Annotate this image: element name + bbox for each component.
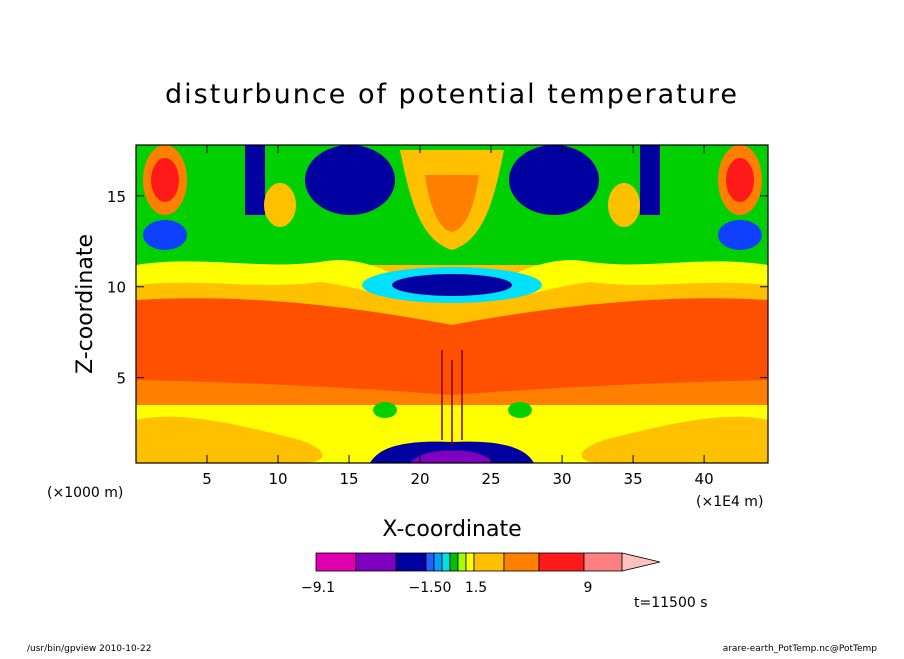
footer-left: /usr/bin/gpview 2010-10-22 bbox=[27, 644, 151, 654]
cold-column-right bbox=[640, 145, 660, 215]
colorbar-label: −1.50 bbox=[409, 580, 452, 596]
y-tick-label: 15 bbox=[107, 188, 126, 206]
plot-area bbox=[135, 144, 769, 464]
x-tick-label: 10 bbox=[268, 470, 287, 488]
green-blob-left bbox=[373, 402, 397, 418]
edge-warm-left-core bbox=[151, 158, 179, 202]
edge-cold-left bbox=[143, 220, 187, 250]
colorbar-labels: −9.1 −1.50 1.5 9 bbox=[301, 580, 592, 596]
edge-cold-right bbox=[718, 220, 762, 250]
x-axis: 5 10 15 20 25 30 35 40 bbox=[202, 145, 714, 488]
colorbar-segment bbox=[315, 552, 357, 572]
colorbar-segment bbox=[465, 552, 475, 572]
x-tick-label: 25 bbox=[482, 470, 501, 488]
lower-orange-left bbox=[136, 416, 323, 463]
colorbar-segment bbox=[441, 552, 451, 572]
x-tick-label: 35 bbox=[624, 470, 643, 488]
x-tick-label: 5 bbox=[202, 470, 212, 488]
colorbar-segment bbox=[425, 552, 435, 572]
cold-column-left bbox=[245, 145, 265, 215]
colorbar bbox=[315, 552, 661, 572]
x-tick-label: 40 bbox=[695, 470, 714, 488]
cold-lobe-right bbox=[509, 145, 599, 215]
x-axis-label: X-coordinate bbox=[382, 517, 521, 542]
colorbar-segment bbox=[433, 552, 443, 572]
green-blob-right bbox=[508, 402, 532, 418]
colorbar-segment bbox=[395, 552, 427, 572]
colorbar-segment bbox=[538, 552, 585, 572]
colorbar-segment bbox=[583, 552, 623, 572]
chart-title: disturbunce of potential temperature bbox=[165, 79, 739, 110]
x-tick-label: 20 bbox=[410, 470, 429, 488]
colorbar-segment bbox=[449, 552, 459, 572]
warm-oval-right bbox=[608, 183, 640, 227]
main-warm-band bbox=[136, 298, 768, 400]
lower-orange-right bbox=[581, 416, 768, 463]
central-plume-core bbox=[425, 175, 479, 232]
y-axis: 5 10 15 bbox=[107, 188, 768, 388]
cold-lobe-left bbox=[305, 145, 395, 215]
colorbar-extension bbox=[621, 552, 661, 572]
y-axis-label: Z-coordinate bbox=[73, 234, 98, 374]
x-tick-label: 15 bbox=[339, 470, 358, 488]
y-tick-label: 10 bbox=[107, 279, 126, 297]
colorbar-label: 1.5 bbox=[465, 580, 487, 596]
y-tick-label: 5 bbox=[116, 370, 126, 388]
footer-right: arare-earth_PotTemp.nc@PotTemp bbox=[723, 644, 878, 654]
plot-frame bbox=[135, 144, 769, 464]
x-tick-label: 30 bbox=[553, 470, 572, 488]
time-label: t=11500 s bbox=[634, 595, 708, 611]
colorbar-segment bbox=[355, 552, 397, 572]
colorbar-segment bbox=[503, 552, 540, 572]
edge-warm-right-core bbox=[726, 158, 754, 202]
colorbar-segment bbox=[457, 552, 467, 572]
central-blue bbox=[392, 274, 512, 296]
colorbar-segment bbox=[473, 552, 505, 572]
bottom-purple-core bbox=[410, 450, 494, 463]
x-units-left: (×1000 m) bbox=[47, 485, 123, 501]
lower-orange-band bbox=[136, 380, 768, 405]
warm-oval-left bbox=[264, 183, 296, 227]
colorbar-label: 9 bbox=[584, 580, 593, 596]
x-units-right: (×1E4 m) bbox=[696, 494, 763, 510]
central-streaks bbox=[441, 350, 463, 445]
colorbar-label: −9.1 bbox=[301, 580, 335, 596]
